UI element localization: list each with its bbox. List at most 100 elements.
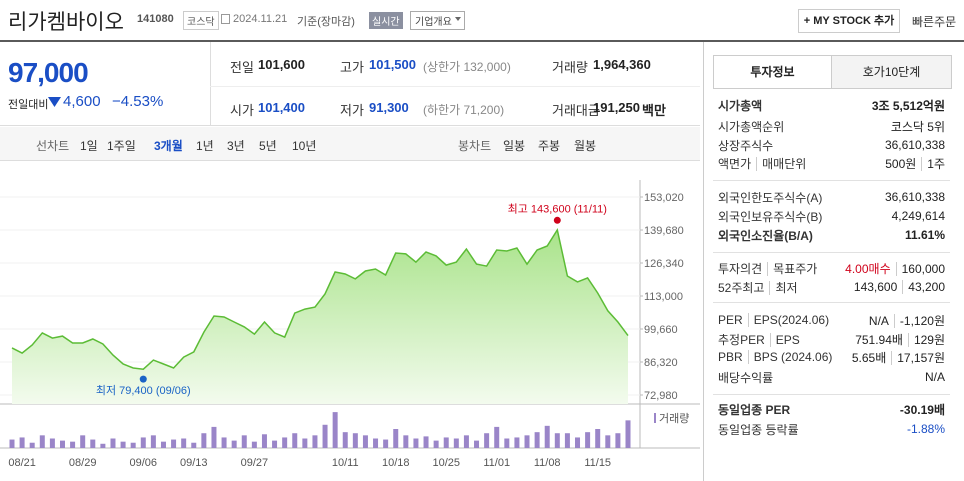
period-tab[interactable]: 5년 [259, 139, 277, 153]
volume-bar [322, 424, 328, 448]
volume-bar [231, 440, 237, 448]
invest-value: -1,120원 [893, 313, 945, 328]
period-tab-selected[interactable]: 3개월 [154, 139, 183, 153]
x-tick-label: 09/06 [130, 457, 158, 469]
invest-row: 액면가 매매단위 500원 1주 [718, 154, 945, 172]
invest-value: N/A [868, 313, 889, 328]
period-bar [0, 127, 700, 161]
volume-bar [59, 440, 65, 448]
y-tick-label: 139,680 [644, 225, 684, 237]
my-stock-button[interactable]: + MY STOCK 추가 [798, 9, 900, 33]
market-badge: 코스닥 [183, 11, 219, 30]
company-info-button[interactable]: 기업개요 [410, 11, 465, 30]
invest-row: 동일업종 등락률 -1.88% [718, 420, 945, 438]
volume-bar [554, 433, 560, 448]
cell: N/A -1,120원 [869, 312, 945, 329]
volume-bar [362, 435, 368, 448]
cell: 4.00매수 160,000 [845, 260, 945, 277]
invest-label: 외국인보유주식수(B) [718, 209, 823, 224]
volume-bar [494, 426, 500, 448]
invest-label: 시가총액순위 [718, 119, 785, 134]
period-tab[interactable]: 1일 [80, 139, 98, 153]
cell: 시가총액 [718, 97, 762, 114]
invest-row: PBR BPS (2024.06) 5.65배 17,157원 [718, 348, 945, 366]
period-tab[interactable]: 월봉 [574, 139, 597, 153]
period-tab[interactable]: 3년 [227, 139, 245, 153]
volume-bar [80, 435, 86, 448]
period-tab[interactable]: 1년 [196, 139, 214, 153]
cell: 동일업종 등락률 [718, 421, 799, 438]
invest-label: 52주최고 [718, 280, 765, 295]
period-tab[interactable]: 10년 [292, 139, 317, 153]
cell: 외국인한도주식수(A) [718, 189, 822, 206]
panel-separator [713, 252, 950, 253]
legend-swatch [654, 413, 656, 423]
summary-label: 거래량 [552, 60, 588, 75]
volume-bar [302, 438, 308, 448]
invest-label: 배당수익률 [718, 370, 774, 385]
invest-label: 최저 [769, 280, 798, 295]
invest-label: EPS [769, 332, 800, 347]
period-tab[interactable]: 일봉 [503, 139, 526, 153]
cell: 500원 1주 [885, 155, 945, 172]
dropdown-icon [455, 17, 461, 21]
x-tick-label: 11/01 [483, 457, 510, 469]
invest-label: 상장주식수 [718, 138, 774, 153]
summary-label: 시가 [230, 103, 254, 118]
volume-bar [423, 436, 429, 448]
invest-value: 36,610,338 [884, 190, 945, 204]
volume-bar [261, 434, 267, 448]
invest-value: 500원 [885, 156, 917, 171]
panel-tab[interactable]: 호가10단계 [831, 55, 952, 89]
volume-bar [49, 438, 55, 448]
cell: 36,610,338 [885, 138, 945, 152]
tab-group-label: 봉차트 [458, 139, 492, 153]
x-tick-label: 10/25 [432, 457, 460, 469]
invest-value: 1주 [921, 156, 945, 171]
volume-bar [201, 433, 207, 448]
invest-value: 3조 5,512억원 [871, 98, 945, 113]
y-tick-label: 126,340 [644, 258, 684, 270]
price-area [12, 230, 628, 404]
cell: -30.19배 [900, 401, 945, 418]
cell: 36,610,338 [885, 190, 945, 204]
invest-label: 투자의견 [718, 261, 763, 276]
tab-group-label: 선차트 [36, 139, 70, 153]
invest-value: 11.61% [904, 228, 945, 242]
x-tick-label: 11/08 [534, 457, 561, 469]
invest-value: 17,157원 [891, 350, 945, 365]
volume-bar [110, 438, 116, 448]
invest-value: 160,000 [895, 261, 945, 276]
x-tick-label: 10/18 [382, 457, 410, 469]
y-tick-label: 72,980 [644, 390, 678, 402]
panel-tab-selected[interactable]: 투자정보 [713, 55, 832, 88]
invest-value: 5.65배 [851, 350, 887, 365]
period-tab[interactable]: 주봉 [538, 139, 561, 153]
volume-bar [150, 435, 156, 448]
invest-row: 배당수익률 N/A [718, 368, 945, 386]
summary-label: 전일 [230, 60, 254, 75]
volume-bar [544, 425, 550, 448]
invest-value: 143,600 [853, 280, 898, 294]
volume-bar [211, 426, 217, 448]
volume-bar [605, 435, 611, 448]
volume-bar [484, 433, 490, 448]
quick-order[interactable]: 빠른주문 [912, 15, 957, 29]
change-rate: −4.53% [112, 93, 164, 110]
invest-label: 시가총액 [718, 98, 763, 113]
period-tab[interactable]: 1주일 [107, 139, 136, 153]
cell: -1.88% [907, 422, 945, 436]
high-label: 최고 143,600 (11/11) [508, 202, 607, 215]
volume-bar [221, 437, 227, 448]
stock-code: 141080 [137, 13, 174, 25]
summary-value: 101,400 [258, 100, 305, 115]
summary-unit: 백만 [642, 103, 666, 118]
invest-value: 43,200 [902, 280, 945, 294]
volume-bar [433, 440, 439, 448]
realtime-badge[interactable]: 실시간 [369, 12, 403, 29]
volume-bar [90, 439, 96, 448]
invest-value: -1.88% [906, 422, 945, 436]
volume-bar [534, 432, 540, 448]
cell: PBR BPS (2024.06) [718, 350, 833, 364]
